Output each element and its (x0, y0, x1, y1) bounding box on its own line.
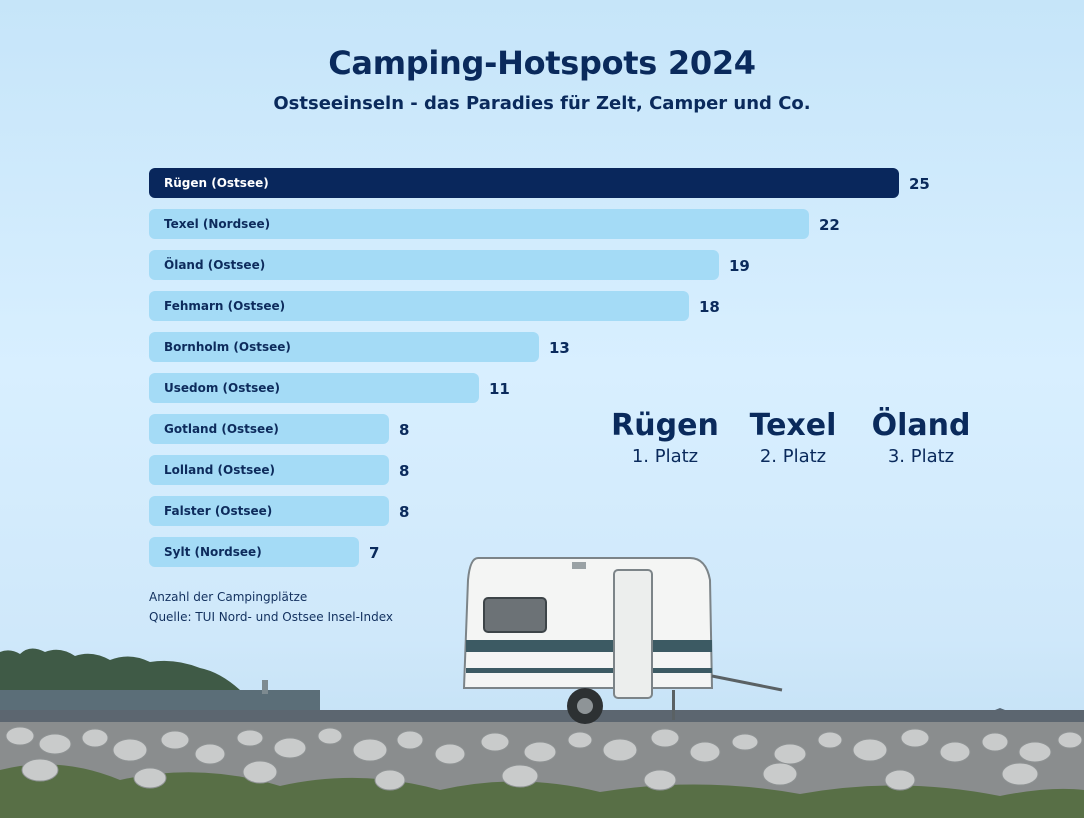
bar (149, 496, 389, 526)
bar-value-label: 18 (699, 298, 720, 316)
bar-category-label: Rügen (Ostsee) (164, 176, 269, 190)
rank-first: Rügen 1. Platz (595, 408, 735, 470)
rank-third-name: Öland (871, 408, 971, 443)
bar-category-label: Lolland (Ostsee) (164, 463, 275, 477)
bar-category-label: Usedom (Ostsee) (164, 381, 280, 395)
rank-first-place: 1. Platz (631, 446, 699, 467)
bar (149, 332, 539, 362)
bar-category-label: Fehmarn (Ostsee) (164, 299, 285, 313)
caravan (462, 557, 783, 724)
bar-category-label: Gotland (Ostsee) (164, 422, 279, 436)
rank-second: Texel 2. Platz (723, 408, 863, 470)
rank-second-name: Texel (749, 408, 837, 443)
rank-third: Öland 3. Platz (851, 408, 991, 470)
bar (149, 209, 809, 239)
bar-value-label: 8 (399, 503, 409, 521)
bar-value-label: 22 (819, 216, 840, 234)
bar (149, 537, 359, 567)
measure-note: Anzahl der Campingplätze (149, 590, 308, 604)
source-note: Quelle: TUI Nord- und Ostsee Insel-Index (149, 610, 393, 624)
bar-value-label: 7 (369, 544, 379, 562)
bar (149, 373, 479, 403)
bar-value-label: 8 (399, 462, 409, 480)
bar-value-label: 8 (399, 421, 409, 439)
bar-category-label: Sylt (Nordsee) (164, 545, 262, 559)
bar-value-label: 25 (909, 175, 930, 193)
page-subtitle: Ostseeinseln - das Paradies für Zelt, Ca… (273, 93, 811, 114)
bar (149, 291, 689, 321)
bar-value-label: 11 (489, 380, 510, 398)
bar (149, 414, 389, 444)
bar-value-label: 19 (729, 257, 750, 275)
bar-category-label: Texel (Nordsee) (164, 217, 270, 231)
bar (149, 250, 719, 280)
bar-value-label: 13 (549, 339, 570, 357)
bar-category-label: Öland (Ostsee) (164, 257, 265, 272)
bar (149, 455, 389, 485)
bar-category-label: Bornholm (Ostsee) (164, 340, 291, 354)
bar-chart: Rügen (Ostsee) 25 Texel (Nordsee) 22 Öland (… (149, 168, 930, 567)
rank-third-place: 3. Platz (887, 446, 955, 467)
page-title: Camping-Hotspots 2024 (328, 44, 756, 82)
rank-second-place: 2. Platz (759, 446, 827, 467)
bar (149, 168, 899, 198)
bar-category-label: Falster (Ostsee) (164, 504, 272, 518)
rank-first-name: Rügen (611, 408, 719, 443)
caravan-landscape-illustration (0, 557, 1084, 818)
